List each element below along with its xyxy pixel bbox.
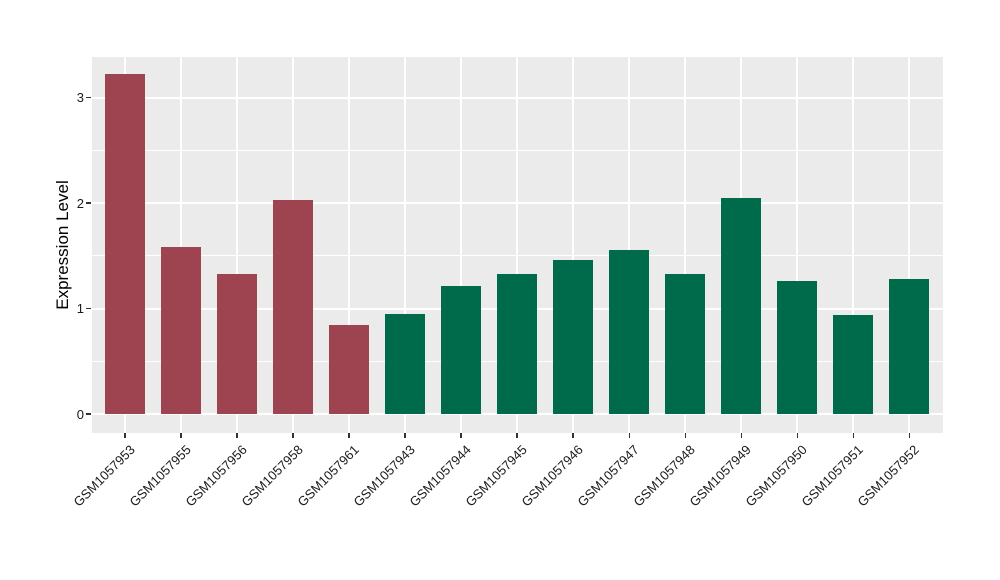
bar-GSM1057961 (329, 325, 370, 414)
bar-GSM1057952 (889, 278, 930, 414)
y-tick-label: 1 (76, 301, 84, 316)
gridline-vertical (852, 57, 855, 433)
gridline-vertical (404, 57, 407, 433)
y-axis-title: Expression Level (53, 180, 72, 310)
x-tick-mark (348, 433, 350, 438)
gridline-vertical (460, 57, 463, 433)
gridline-vertical (684, 57, 687, 433)
bar-GSM1057950 (777, 281, 818, 414)
gridline-vertical (348, 57, 351, 433)
x-tick-mark (852, 433, 855, 438)
bar-GSM1057956 (217, 273, 258, 414)
y-tick-mark (86, 96, 91, 99)
bar-GSM1057945 (497, 273, 538, 414)
y-tick-label: 3 (76, 90, 84, 105)
gridline-vertical (628, 57, 631, 433)
bar-GSM1057958 (273, 199, 314, 414)
x-tick-mark (740, 433, 743, 438)
bar-GSM1057947 (609, 250, 650, 414)
y-tick-mark (86, 202, 91, 204)
bar-GSM1057944 (441, 286, 482, 414)
y-tick-mark (86, 307, 91, 310)
bar-GSM1057951 (833, 314, 874, 414)
x-tick-mark (180, 433, 182, 438)
x-tick-mark (516, 433, 518, 438)
y-tick-label: 2 (76, 195, 84, 211)
gridline-vertical (908, 57, 911, 433)
x-tick-mark (796, 433, 799, 438)
y-tick-mark (86, 413, 91, 415)
gridline-vertical (516, 57, 519, 433)
bar-GSM1057946 (553, 259, 594, 414)
x-tick-mark (908, 433, 911, 438)
x-tick-mark (628, 433, 631, 438)
gridline-vertical (180, 57, 183, 433)
gridline-vertical (236, 57, 239, 433)
y-tick-label: 0 (76, 406, 84, 422)
bar-GSM1057953 (105, 74, 145, 414)
gridline-vertical (572, 57, 575, 433)
bar-GSM1057948 (665, 273, 706, 414)
bar-GSM1057943 (385, 313, 426, 414)
x-tick-mark (292, 433, 294, 438)
x-tick-mark (460, 433, 462, 438)
bar-GSM1057949 (721, 197, 762, 414)
plot-panel (92, 57, 943, 433)
x-tick-mark (572, 433, 574, 438)
gridline-vertical (796, 57, 799, 433)
x-tick-mark (404, 433, 406, 438)
x-tick-mark (124, 433, 126, 438)
x-tick-mark (236, 433, 238, 438)
bar-GSM1057955 (161, 247, 202, 414)
x-tick-mark (684, 433, 687, 438)
